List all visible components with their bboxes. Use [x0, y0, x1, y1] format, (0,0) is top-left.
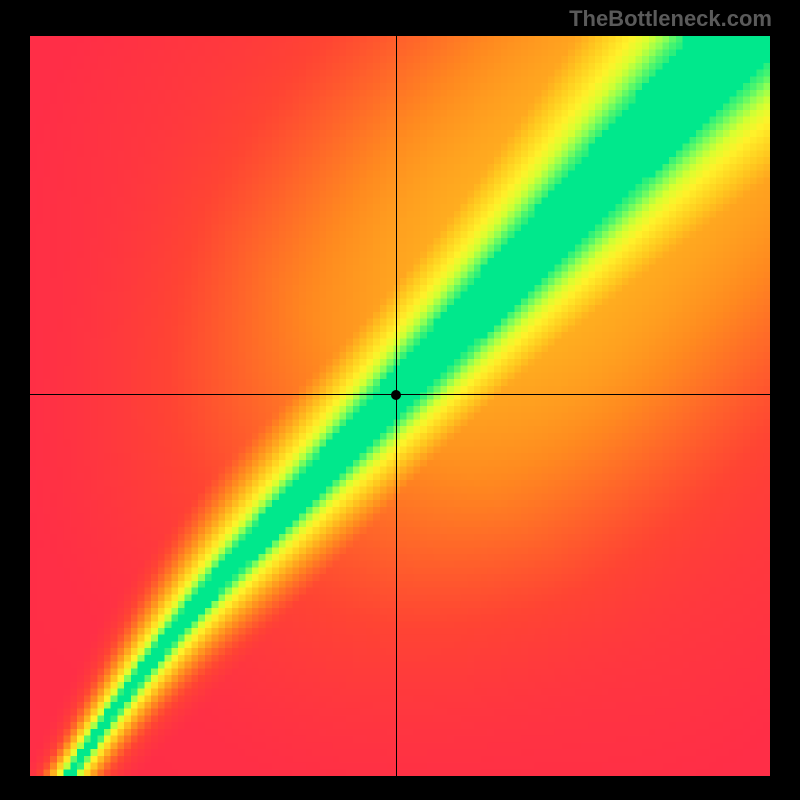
bottleneck-heatmap	[30, 36, 770, 776]
chart-container: TheBottleneck.com	[0, 0, 800, 800]
crosshair-vertical	[396, 36, 397, 776]
watermark-text: TheBottleneck.com	[569, 6, 772, 32]
